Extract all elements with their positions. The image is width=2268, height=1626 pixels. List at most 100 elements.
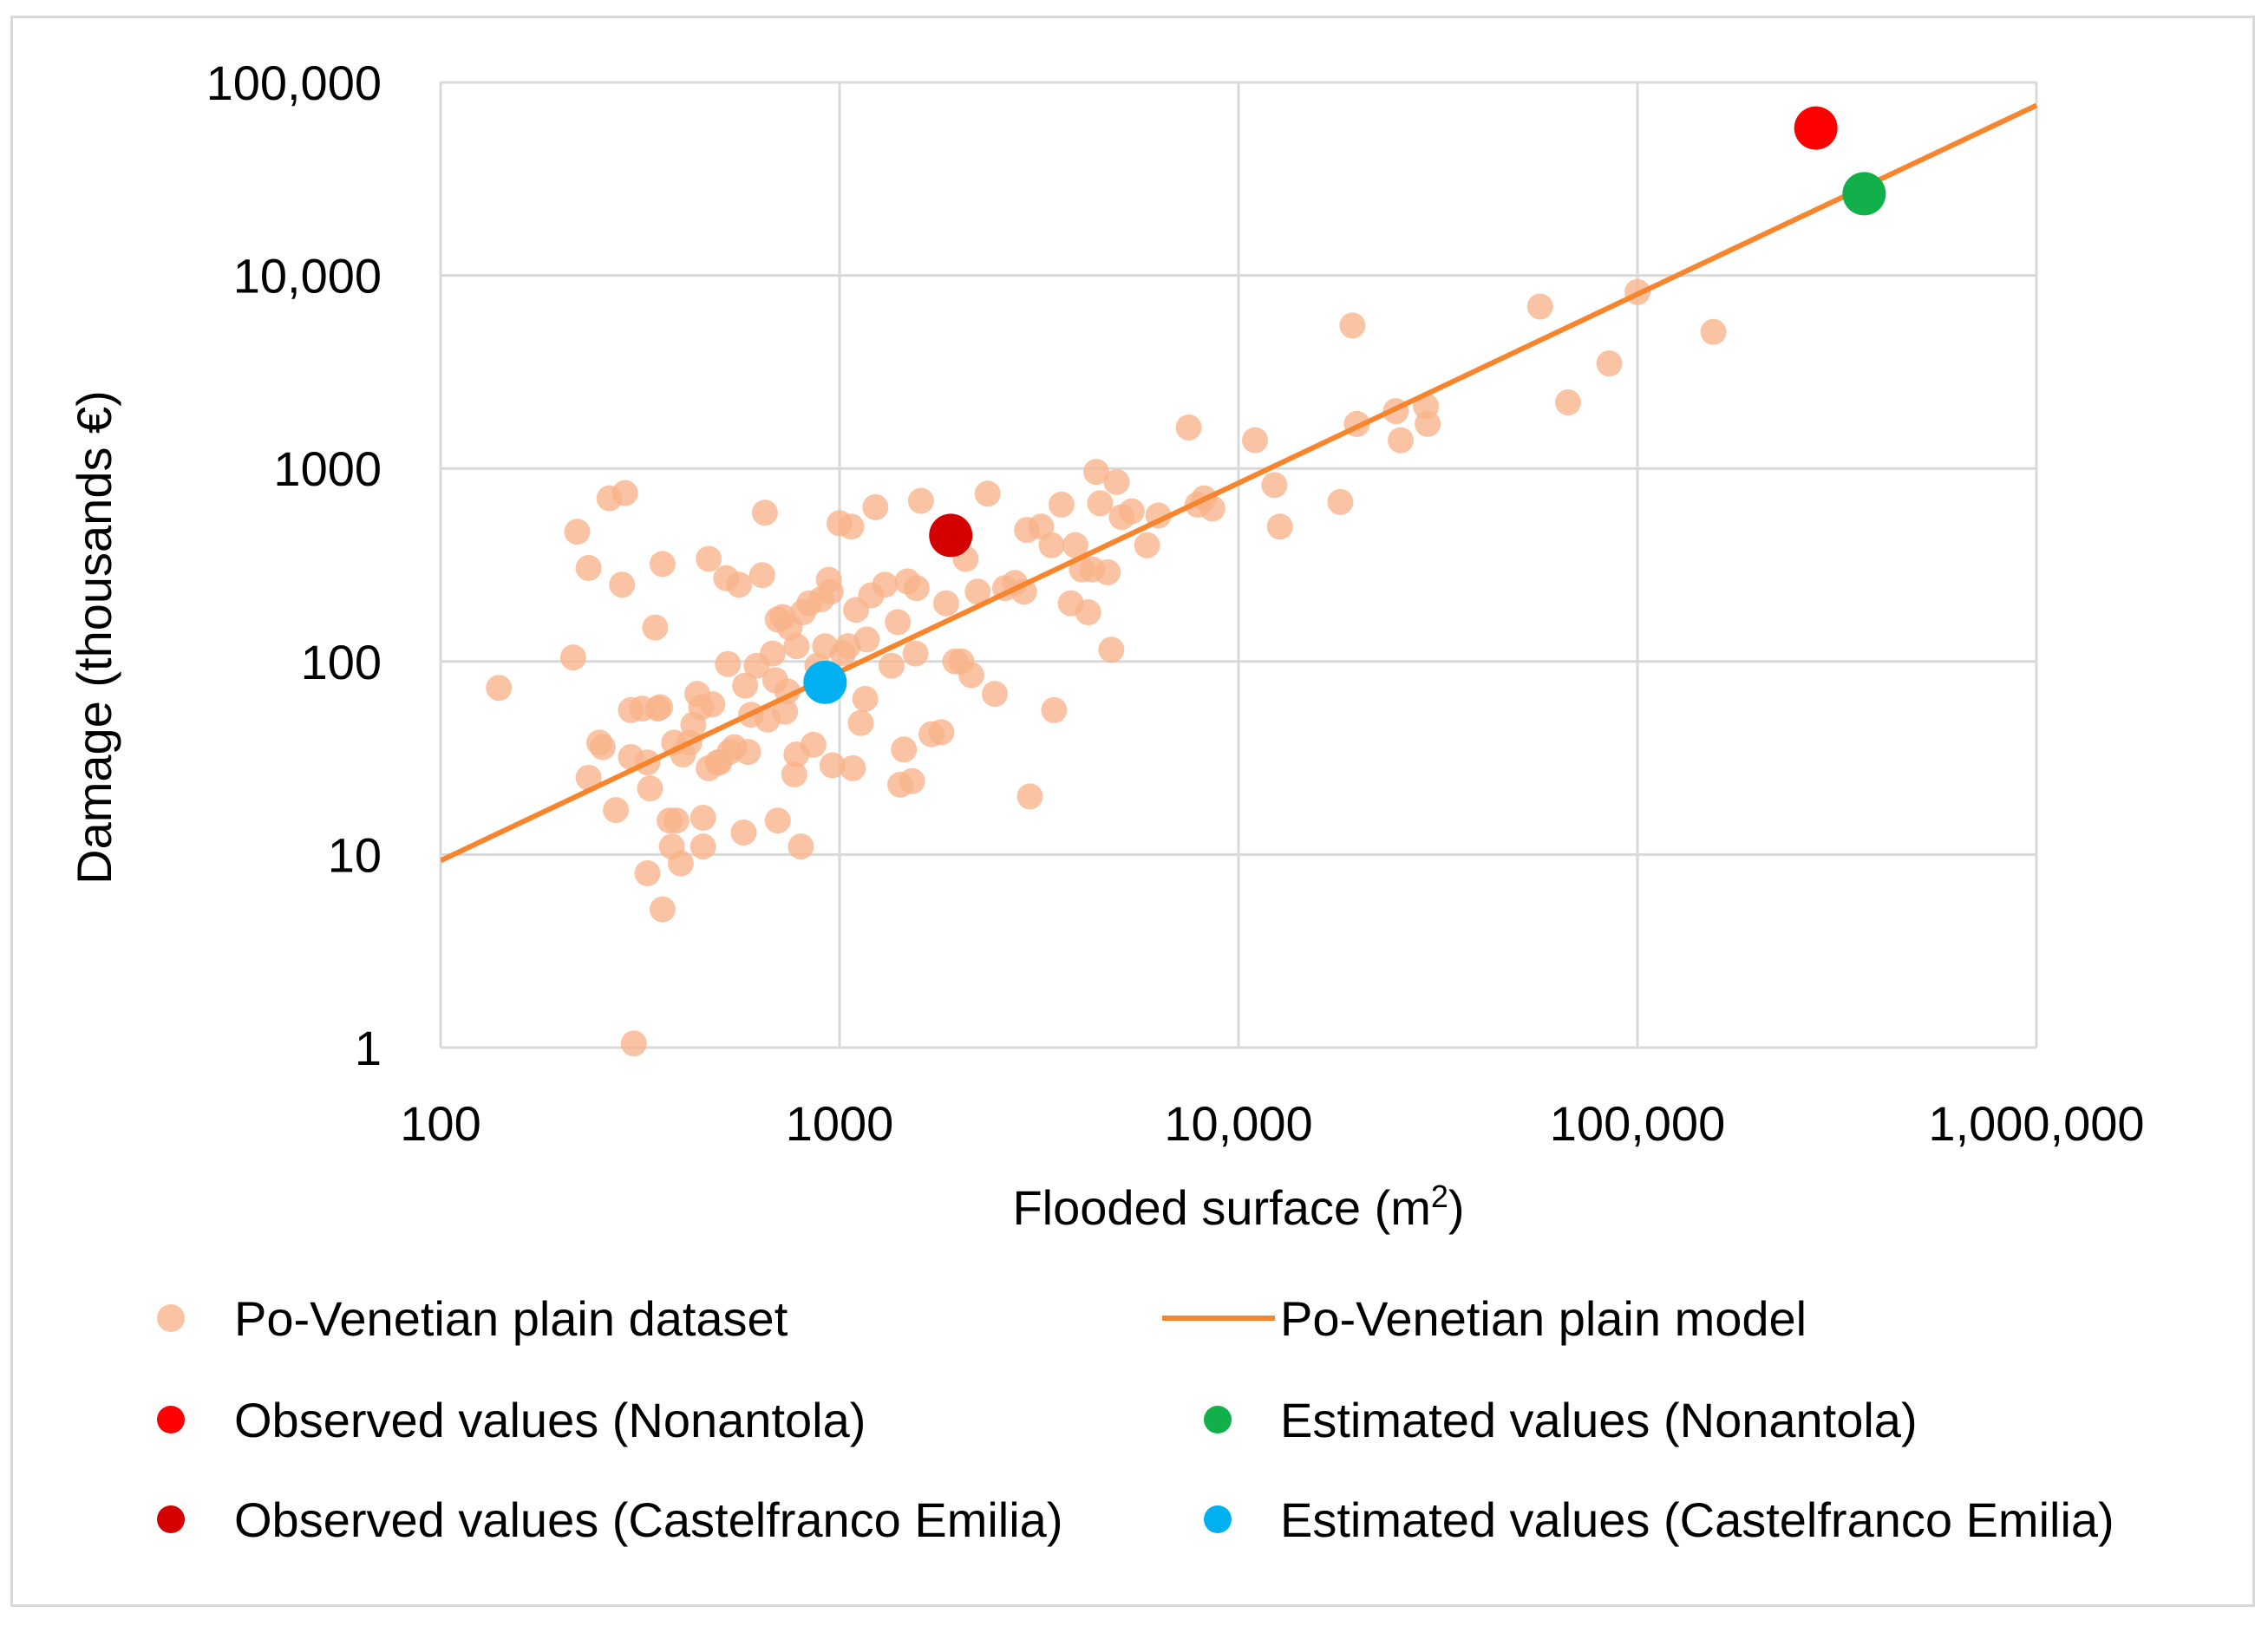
data-point (853, 626, 880, 653)
legend-label: Estimated values (Nonantola) (1280, 1393, 1918, 1447)
data-point (759, 640, 786, 667)
y-tick-label: 100 (301, 635, 382, 689)
x-axis-title-end: ) (1448, 1180, 1465, 1235)
x-axis-title-superscript: 2 (1431, 1179, 1448, 1214)
data-point (1118, 498, 1145, 525)
plot-area (441, 102, 2038, 1057)
data-point (647, 694, 674, 721)
data-point (751, 500, 778, 526)
data-point (735, 739, 761, 766)
data-point (1526, 293, 1553, 320)
data-point (781, 761, 807, 788)
data-point (862, 493, 889, 520)
data-point (764, 807, 791, 834)
x-tick-label: 100 (400, 1096, 480, 1151)
legend-marker (157, 1304, 185, 1332)
data-point (575, 764, 602, 791)
highlight-point (803, 660, 847, 704)
legend-label: Po-Venetian plain model (1280, 1291, 1807, 1346)
data-point (907, 487, 934, 514)
data-point (1134, 532, 1160, 558)
data-point (964, 578, 991, 605)
data-point (772, 698, 799, 725)
data-point (1339, 312, 1366, 339)
data-point (958, 662, 984, 689)
data-point (1596, 350, 1623, 377)
data-point (690, 833, 716, 860)
data-point (590, 734, 617, 761)
data-point (817, 578, 844, 605)
data-point (564, 519, 591, 545)
highlight-point (1842, 172, 1886, 216)
model-line (441, 102, 2038, 864)
data-point (667, 850, 694, 877)
data-point (1261, 472, 1288, 499)
data-point (840, 754, 866, 781)
data-point (903, 575, 930, 602)
data-point (788, 833, 814, 860)
data-point (1062, 532, 1088, 558)
data-point (690, 805, 716, 832)
data-point (974, 480, 1001, 507)
legend-label: Estimated values (Castelfranco Emilia) (1280, 1492, 2114, 1547)
y-tick-label: 100,000 (206, 56, 382, 110)
data-point (902, 640, 929, 667)
data-point (1048, 491, 1075, 518)
data-point (609, 571, 636, 598)
data-point (634, 859, 661, 886)
legend-label: Observed values (Castelfranco Emilia) (234, 1492, 1062, 1547)
legend-marker (1204, 1505, 1232, 1533)
data-point (611, 480, 638, 506)
y-tick-label: 1000 (273, 441, 382, 496)
data-point (932, 590, 959, 617)
data-point (1016, 783, 1043, 810)
chart-frame (10, 16, 2255, 1607)
data-point (649, 551, 676, 578)
data-point (620, 1030, 647, 1057)
data-point (1327, 488, 1354, 515)
data-point (885, 609, 912, 636)
data-point (699, 691, 726, 718)
x-axis-title-main: Flooded surface (m (1012, 1180, 1430, 1235)
data-point (649, 896, 676, 923)
data-point (1075, 598, 1101, 625)
x-tick-label: 10,000 (1164, 1096, 1312, 1151)
gridlines (439, 81, 2038, 1049)
data-point (1103, 468, 1130, 495)
data-point (1087, 490, 1114, 517)
data-point (732, 672, 759, 699)
y-axis-title: Damage (thousands €) (67, 390, 121, 885)
data-point (1388, 427, 1415, 454)
data-point (1266, 513, 1293, 540)
data-point (783, 633, 810, 660)
data-point (1415, 410, 1441, 437)
data-point (891, 736, 918, 763)
x-tick-label: 100,000 (1550, 1096, 1725, 1151)
data-point (819, 752, 846, 779)
data-point (852, 685, 879, 712)
data-point (1082, 459, 1109, 486)
data-point (603, 797, 630, 824)
data-point (642, 614, 669, 641)
x-axis-title: Flooded surface (m2) (1012, 1179, 1464, 1235)
data-point (559, 644, 586, 671)
legend-marker (157, 1406, 185, 1433)
legend-label: Po-Venetian plain dataset (234, 1291, 788, 1346)
data-point (1038, 532, 1065, 558)
data-point (872, 571, 899, 598)
legend-marker (157, 1505, 185, 1533)
data-point (748, 562, 775, 589)
data-point (1554, 389, 1581, 415)
data-point (726, 571, 753, 598)
data-point (838, 513, 865, 540)
y-tick-label: 1 (355, 1021, 382, 1075)
data-point (663, 807, 690, 834)
data-point (715, 650, 742, 677)
data-point (1700, 318, 1727, 345)
data-point (1242, 427, 1269, 454)
data-point (730, 820, 757, 846)
data-point (696, 545, 722, 572)
y-tick-labels: 1 10 100 1000 10,000 100,000 (206, 56, 382, 1075)
data-point (1041, 696, 1068, 723)
